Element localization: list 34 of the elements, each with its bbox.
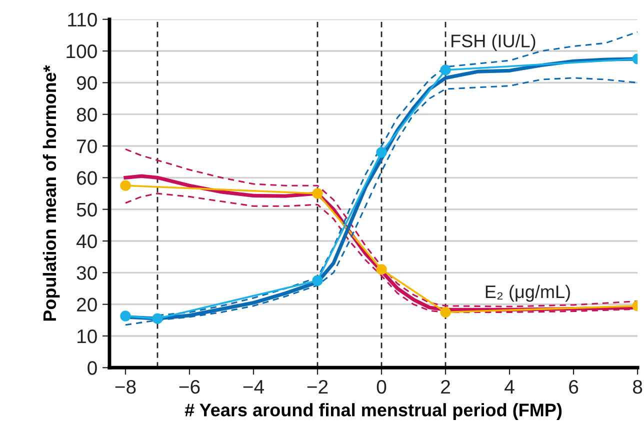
point [440, 306, 451, 318]
point [376, 146, 387, 158]
point [312, 275, 323, 286]
point [440, 64, 451, 76]
x-tick-label: −6 [179, 380, 200, 394]
x-tick-label: 0 [376, 380, 386, 394]
annotation: FSH (IU/L) [452, 34, 536, 51]
y-tick-label: 0 [88, 361, 97, 375]
y-tick-label: 60 [77, 171, 97, 185]
point [120, 310, 131, 322]
x-tick-label: 6 [569, 380, 578, 394]
y-tick-label: 20 [77, 298, 97, 312]
point [120, 180, 131, 191]
annotation: E₂ (μg/mL) [486, 284, 570, 302]
x-tick-label: −8 [115, 380, 136, 394]
x-tick-label: −2 [307, 380, 328, 394]
x-tick-label: 2 [441, 380, 450, 394]
y-tick-label: 100 [66, 44, 97, 58]
y-tick-label: 30 [76, 266, 97, 280]
x-axis-title: # Years around final menstrual period (FMP) [184, 403, 562, 420]
x-tick-label: 4 [504, 380, 514, 394]
y-tick-label: 110 [68, 12, 97, 27]
y-tick-label: 10 [78, 329, 97, 344]
y-tick-label: 90 [76, 76, 97, 90]
point [376, 264, 387, 275]
y-tick-label: 70 [77, 139, 97, 154]
y-tick-label: 80 [76, 108, 97, 122]
y-axis-title: Population mean of hormone* [42, 65, 60, 321]
x-tick-label: −4 [243, 380, 264, 394]
x-tick-label: 8 [633, 380, 642, 394]
y-tick-label: 50 [76, 202, 97, 217]
point [152, 313, 163, 324]
point [312, 188, 323, 199]
y-tick-label: 40 [76, 234, 97, 248]
